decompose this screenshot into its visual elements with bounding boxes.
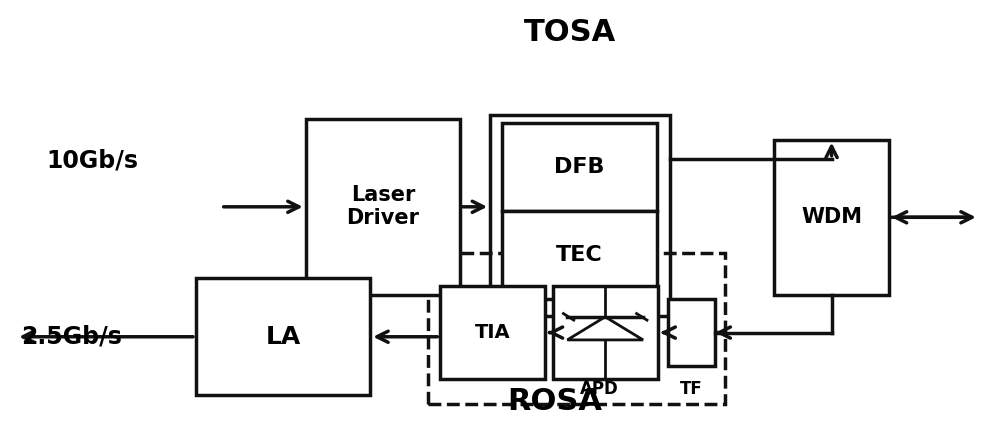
Bar [502, 123, 657, 211]
Text: ROSA: ROSA [507, 387, 602, 417]
Text: TOSA: TOSA [524, 18, 616, 47]
Text: APD: APD [580, 380, 619, 398]
Bar [668, 299, 715, 366]
Text: 10Gb/s: 10Gb/s [46, 149, 138, 173]
Text: Laser
Driver: Laser Driver [346, 185, 419, 228]
Text: TEC: TEC [556, 245, 603, 265]
Polygon shape [567, 317, 643, 340]
Text: LA: LA [265, 325, 301, 349]
Text: WDM: WDM [801, 207, 862, 227]
Bar [490, 115, 670, 316]
Text: DFB: DFB [554, 157, 605, 177]
Bar [196, 278, 370, 395]
Text: 2.5Gb/s: 2.5Gb/s [21, 325, 122, 349]
Bar [553, 287, 658, 379]
Bar [774, 140, 889, 295]
Bar [306, 119, 460, 295]
Bar [440, 287, 545, 379]
Bar [502, 211, 657, 299]
Text: TIA: TIA [475, 323, 510, 342]
Text: TF: TF [680, 380, 703, 398]
Bar [428, 253, 725, 404]
